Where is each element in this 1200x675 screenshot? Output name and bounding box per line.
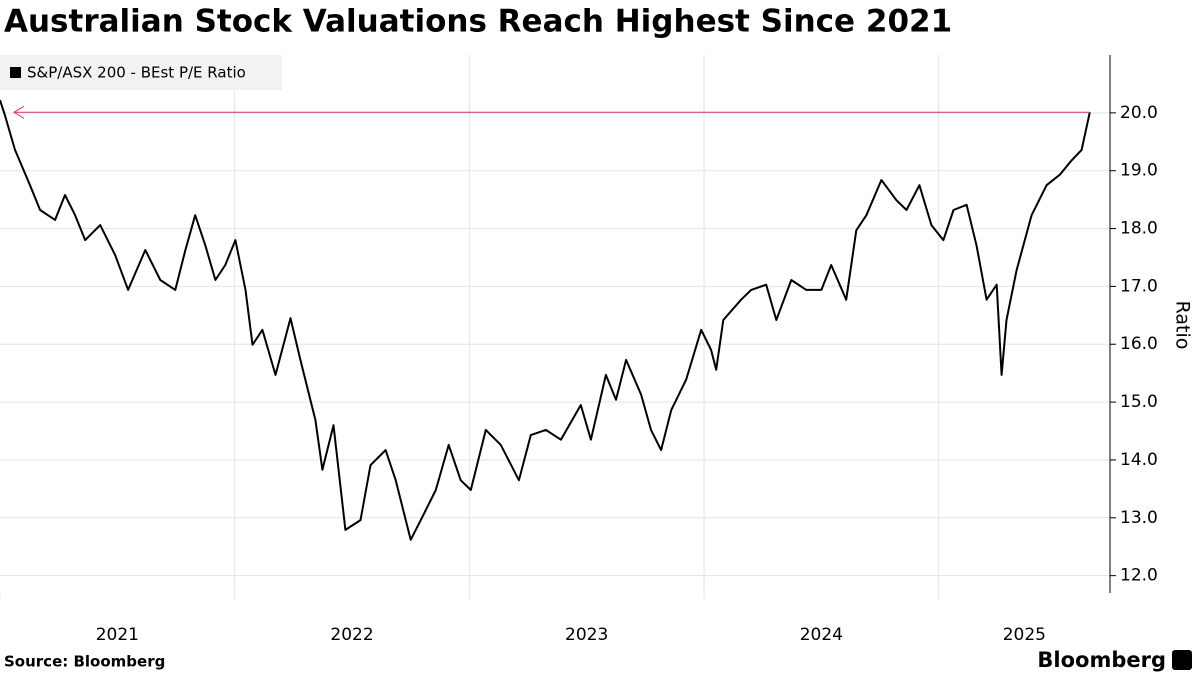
y-tick-label: 20.0 — [1120, 103, 1158, 123]
y-tick-label: 13.0 — [1120, 508, 1158, 528]
source: Source: Bloomberg — [4, 653, 165, 671]
y-tick-label: 14.0 — [1120, 450, 1158, 470]
legend-swatch — [10, 67, 21, 78]
logo-icon — [1172, 650, 1192, 670]
x-tick-label: 2022 — [330, 625, 373, 645]
y-tick-label: 15.0 — [1120, 392, 1158, 412]
y-tick-label: 19.0 — [1120, 161, 1158, 181]
x-tick-label: 2024 — [800, 625, 843, 645]
legend-label: S&P/ASX 200 - BEst P/E Ratio — [27, 64, 246, 82]
chart-title: Australian Stock Valuations Reach Highes… — [4, 4, 952, 40]
x-tick-label: 2023 — [565, 625, 608, 645]
x-tick-label: 2021 — [96, 625, 139, 645]
legend-box — [0, 55, 282, 90]
y-tick-label: 18.0 — [1120, 219, 1158, 239]
y-axis-label: Ratio — [1172, 301, 1194, 350]
y-tick-label: 12.0 — [1120, 566, 1158, 586]
x-tick-label: 2025 — [1003, 625, 1046, 645]
line — [0, 99, 1091, 541]
logo: Bloomberg — [1037, 648, 1166, 672]
reference-arrowhead — [13, 105, 25, 119]
y-tick-label: 17.0 — [1120, 276, 1158, 296]
y-tick-label: 16.0 — [1120, 334, 1158, 354]
